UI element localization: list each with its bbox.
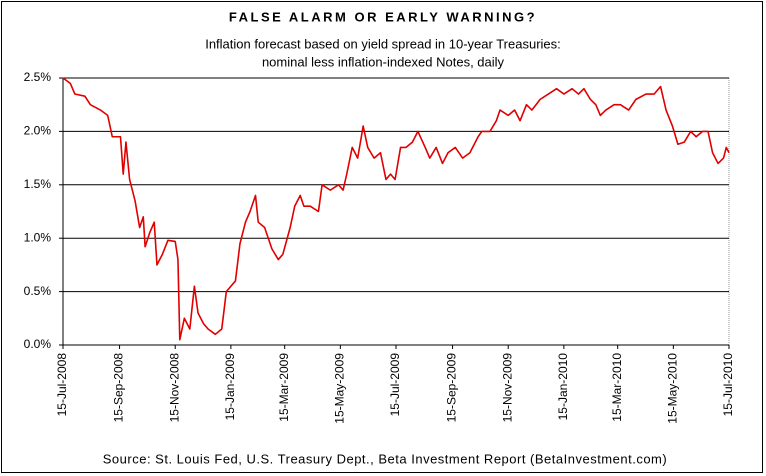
y-tick-label: 0.5% <box>24 284 52 298</box>
x-tick-label: 15-Sep-2009 <box>445 353 459 423</box>
x-tick-label: 15-Jul-2008 <box>55 353 69 417</box>
x-tick-label: 15-Jan-2009 <box>223 353 237 421</box>
x-tick-label: 15-Jul-2010 <box>721 353 735 417</box>
chart-subtitle: nominal less inflation-indexed Notes, da… <box>262 54 505 69</box>
chart-title: FALSE ALARM OR EARLY WARNING? <box>229 9 537 24</box>
chart-subtitle: Inflation forecast based on yield spread… <box>205 36 561 51</box>
x-tick-label: 15-Sep-2008 <box>112 353 126 423</box>
x-tick-label: 15-Jan-2010 <box>556 353 570 421</box>
x-tick-label: 15-May-2009 <box>333 353 347 424</box>
y-tick-label: 0.0% <box>24 337 52 351</box>
source-note: Source: St. Louis Fed, U.S. Treasury Dep… <box>103 451 667 466</box>
x-tick-label: 15-Jul-2009 <box>388 353 402 417</box>
y-tick-label: 2.5% <box>24 70 52 84</box>
x-tick-label: 15-Mar-2010 <box>610 353 624 422</box>
x-tick-label: 15-May-2010 <box>666 353 680 424</box>
y-tick-label: 2.0% <box>24 124 52 138</box>
x-tick-label: 15-Nov-2008 <box>167 353 181 423</box>
x-tick-label: 15-Mar-2009 <box>277 353 291 422</box>
y-tick-label: 1.5% <box>24 177 52 191</box>
x-tick-label: 15-Nov-2009 <box>500 353 514 423</box>
data-line <box>62 77 730 341</box>
y-tick-label: 1.0% <box>24 230 52 244</box>
